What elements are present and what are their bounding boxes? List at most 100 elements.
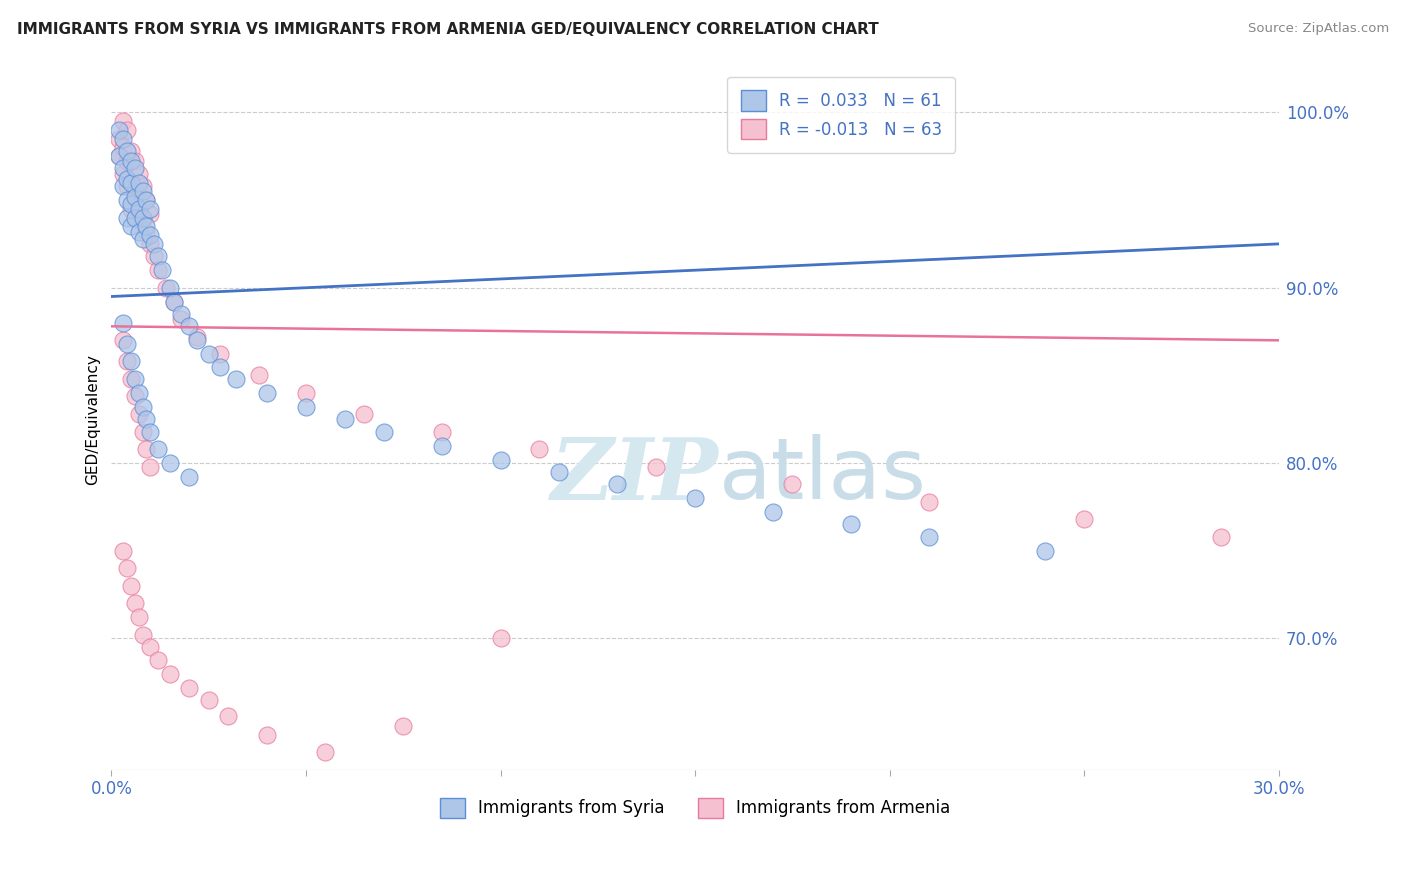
- Point: [1209, 530, 1232, 544]
- Point: [135, 442, 157, 456]
- Point: [124, 389, 146, 403]
- Point: [120, 176, 142, 190]
- Point: [917, 494, 939, 508]
- Point: [112, 161, 135, 176]
- Point: [115, 193, 138, 207]
- Point: [112, 140, 135, 154]
- Point: [762, 505, 785, 519]
- Point: [170, 312, 193, 326]
- Point: [124, 184, 146, 198]
- Point: [155, 281, 177, 295]
- Point: [179, 470, 201, 484]
- Point: [108, 123, 131, 137]
- Point: [131, 211, 153, 225]
- Point: [150, 263, 173, 277]
- Point: [131, 628, 153, 642]
- Point: [179, 319, 201, 334]
- Point: [112, 543, 135, 558]
- Point: [128, 167, 150, 181]
- Point: [143, 249, 166, 263]
- Point: [1035, 543, 1057, 558]
- Point: [146, 263, 169, 277]
- Point: [256, 386, 278, 401]
- Point: [131, 425, 153, 439]
- Point: [529, 442, 551, 456]
- Point: [225, 372, 247, 386]
- Text: ZIP: ZIP: [551, 434, 718, 517]
- Point: [120, 354, 142, 368]
- Text: atlas: atlas: [718, 434, 927, 516]
- Point: [606, 477, 628, 491]
- Point: [197, 347, 219, 361]
- Point: [131, 400, 153, 414]
- Point: [353, 407, 375, 421]
- Point: [115, 144, 138, 158]
- Point: [159, 281, 181, 295]
- Text: IMMIGRANTS FROM SYRIA VS IMMIGRANTS FROM ARMENIA GED/EQUIVALENCY CORRELATION CHA: IMMIGRANTS FROM SYRIA VS IMMIGRANTS FROM…: [17, 22, 879, 37]
- Point: [124, 211, 146, 225]
- Point: [112, 316, 135, 330]
- Point: [120, 196, 142, 211]
- Point: [112, 179, 135, 194]
- Point: [135, 225, 157, 239]
- Point: [159, 456, 181, 470]
- Point: [108, 149, 131, 163]
- Point: [163, 294, 186, 309]
- Point: [108, 131, 131, 145]
- Point: [139, 236, 162, 251]
- Point: [139, 207, 162, 221]
- Point: [917, 530, 939, 544]
- Point: [128, 386, 150, 401]
- Point: [131, 179, 153, 194]
- Point: [139, 425, 162, 439]
- Point: [115, 336, 138, 351]
- Point: [186, 330, 208, 344]
- Point: [124, 372, 146, 386]
- Point: [139, 228, 162, 243]
- Point: [163, 294, 186, 309]
- Point: [217, 708, 239, 723]
- Y-axis label: GED/Equivalency: GED/Equivalency: [86, 354, 100, 484]
- Point: [112, 167, 135, 181]
- Point: [839, 517, 862, 532]
- Point: [115, 123, 138, 137]
- Point: [209, 359, 232, 374]
- Point: [120, 202, 142, 216]
- Text: Source: ZipAtlas.com: Source: ZipAtlas.com: [1249, 22, 1389, 36]
- Point: [128, 610, 150, 624]
- Point: [782, 477, 804, 491]
- Point: [115, 211, 138, 225]
- Point: [115, 561, 138, 575]
- Point: [120, 154, 142, 169]
- Point: [115, 172, 138, 186]
- Point: [135, 193, 157, 207]
- Point: [139, 640, 162, 655]
- Point: [209, 347, 232, 361]
- Point: [135, 219, 157, 234]
- Point: [115, 179, 138, 194]
- Point: [143, 236, 166, 251]
- Point: [120, 579, 142, 593]
- Point: [159, 666, 181, 681]
- Point: [120, 176, 142, 190]
- Point: [115, 354, 138, 368]
- Point: [146, 442, 169, 456]
- Point: [112, 334, 135, 348]
- Point: [131, 211, 153, 225]
- Point: [1073, 512, 1095, 526]
- Point: [131, 184, 153, 198]
- Point: [108, 149, 131, 163]
- Point: [146, 249, 169, 263]
- Point: [197, 693, 219, 707]
- Point: [432, 425, 454, 439]
- Point: [139, 459, 162, 474]
- Point: [373, 425, 395, 439]
- Point: [645, 459, 668, 474]
- Point: [124, 211, 146, 225]
- Point: [489, 452, 512, 467]
- Point: [112, 114, 135, 128]
- Point: [124, 189, 146, 203]
- Point: [256, 728, 278, 742]
- Point: [128, 202, 150, 216]
- Legend: Immigrants from Syria, Immigrants from Armenia: Immigrants from Syria, Immigrants from A…: [433, 791, 957, 825]
